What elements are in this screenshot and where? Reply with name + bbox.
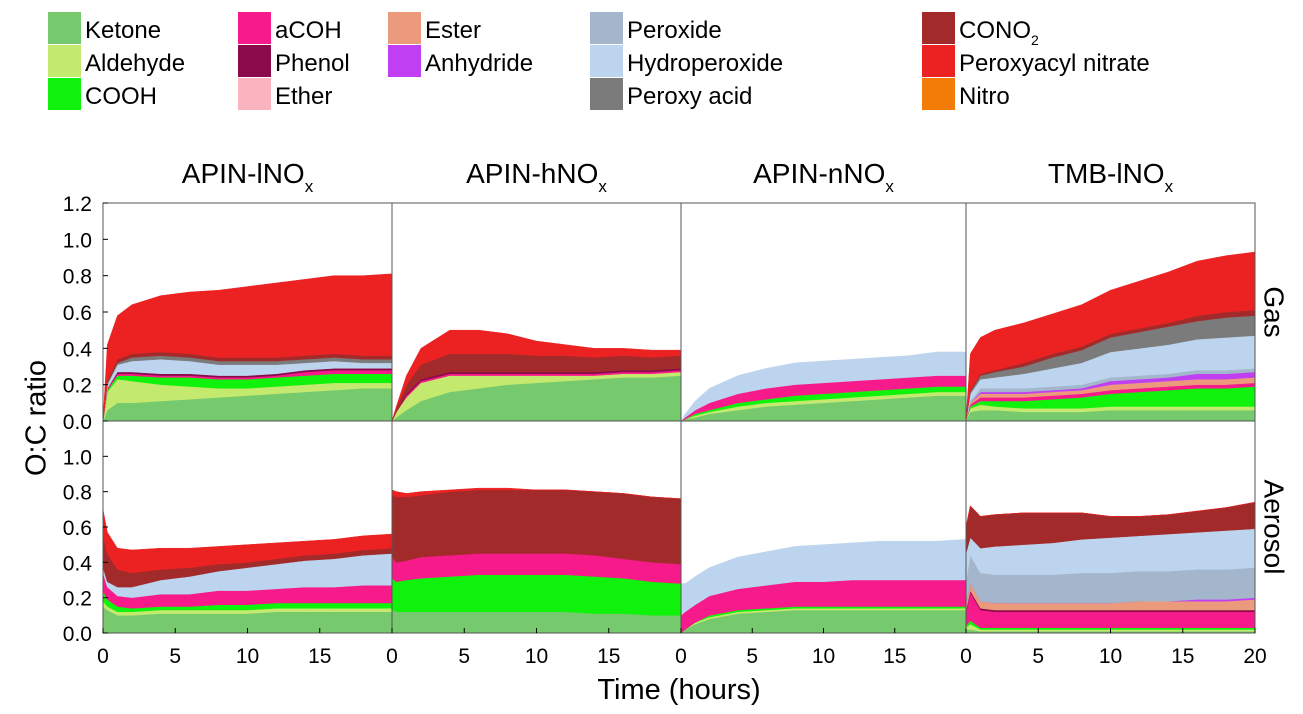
area-apin-hno-aerosol-cono2 — [391, 489, 682, 565]
x-tick-label: 10 — [525, 645, 548, 668]
legend-swatch-peroxyacyl-nitrate — [922, 45, 955, 77]
x-axis-title: Time (hours) — [597, 674, 760, 706]
column-title-tmb-lno: TMB-lNOx — [1048, 158, 1174, 196]
y-axis-title: O:C ratio — [21, 360, 53, 476]
legend-swatch-ketone — [48, 12, 81, 44]
legend-label-hydroperoxide: Hydroperoxide — [627, 50, 783, 77]
legend-label-ether: Ether — [275, 83, 332, 110]
row-label-gas: Gas — [1259, 286, 1290, 337]
legend-label-cono2: CONO2 — [959, 17, 1039, 48]
legend-swatch-phenol — [238, 45, 271, 77]
legend-label-aldehyde: Aldehyde — [85, 50, 185, 77]
legend-swatch-ester — [388, 12, 421, 44]
column-title-apin-lno: APIN-lNOx — [182, 158, 314, 196]
legend-label-ketone: Ketone — [85, 17, 161, 44]
y-tick-label-aerosol: 0.6 — [63, 517, 92, 540]
column-title-subscript: x — [1165, 177, 1174, 196]
y-tick-label-aerosol: 0.0 — [63, 623, 92, 646]
legend-swatch-hydroperoxide — [590, 45, 623, 77]
legend-label-acoh: aCOH — [275, 17, 342, 44]
x-tick-label: 0 — [960, 645, 972, 668]
y-tick-label-aerosol: 0.8 — [63, 482, 92, 505]
x-tick-label: 10 — [236, 645, 259, 668]
column-title-subscript: x — [598, 177, 607, 196]
legend-label-anhydride: Anhydride — [425, 50, 533, 77]
legend-label-ester: Ester — [425, 17, 481, 44]
legend-swatch-anhydride — [388, 45, 421, 77]
y-tick-label-gas: 0.8 — [63, 266, 92, 289]
x-tick-label: 5 — [746, 645, 758, 668]
x-tick-label: 0 — [97, 645, 109, 668]
y-tick-label-gas: 1.0 — [63, 229, 92, 252]
x-tick-label: 0 — [675, 645, 687, 668]
legend-label-peroxy-acid: Peroxy acid — [627, 83, 752, 110]
legend-swatch-peroxy-acid — [590, 78, 623, 110]
column-title-apin-hno: APIN-hNOx — [466, 158, 607, 196]
x-tick-label: 15 — [308, 645, 331, 668]
row-label-aerosol: Aerosol — [1259, 480, 1290, 575]
area-apin-hno-aerosol-peroxyacyl-nitrate — [391, 487, 682, 499]
legend-label-nitro: Nitro — [959, 83, 1010, 110]
legend-swatch-cooh — [48, 78, 81, 110]
legend-swatch-ether — [238, 78, 271, 110]
y-tick-label-gas: 0.0 — [63, 411, 92, 434]
legend-swatch-nitro — [922, 78, 955, 110]
x-tick-label: 15 — [597, 645, 620, 668]
area-tmb-lno-gas-ketone — [965, 409, 1256, 422]
legend-swatch-acoh — [238, 12, 271, 44]
y-tick-label-gas: 0.2 — [63, 375, 92, 398]
legend-label-cooh: COOH — [85, 83, 157, 110]
x-tick-label: 10 — [812, 645, 835, 668]
x-tick-label: 5 — [169, 645, 181, 668]
legend-label-subscript: 2 — [1031, 32, 1039, 48]
legend-label-phenol: Phenol — [275, 50, 350, 77]
y-tick-label-aerosol: 0.4 — [63, 552, 93, 575]
area-apin-hno-aerosol-cooh — [391, 574, 682, 616]
x-tick-label: 20 — [1243, 645, 1266, 668]
legend-swatch-cono2 — [922, 12, 955, 44]
x-tick-label: 15 — [1171, 645, 1194, 668]
column-title-subscript: x — [305, 177, 314, 196]
x-tick-label: 5 — [1032, 645, 1044, 668]
x-tick-label: 0 — [386, 645, 398, 668]
legend-swatch-peroxide — [590, 12, 623, 44]
x-tick-label: 15 — [883, 645, 906, 668]
y-tick-label-gas: 0.6 — [63, 302, 92, 325]
x-tick-label: 10 — [1099, 645, 1122, 668]
column-title-subscript: x — [885, 177, 894, 196]
legend-label-peroxide: Peroxide — [627, 17, 722, 44]
column-title-apin-nno: APIN-nNOx — [753, 158, 894, 196]
x-tick-label: 5 — [458, 645, 470, 668]
y-tick-label-aerosol: 0.2 — [63, 588, 92, 611]
y-tick-label-aerosol: 1.0 — [63, 446, 92, 469]
y-tick-label-gas: 0.4 — [63, 338, 93, 361]
legend-swatch-aldehyde — [48, 45, 81, 77]
legend-label-peroxyacyl-nitrate: Peroxyacyl nitrate — [959, 50, 1150, 77]
y-tick-label-gas: 1.2 — [63, 193, 92, 216]
